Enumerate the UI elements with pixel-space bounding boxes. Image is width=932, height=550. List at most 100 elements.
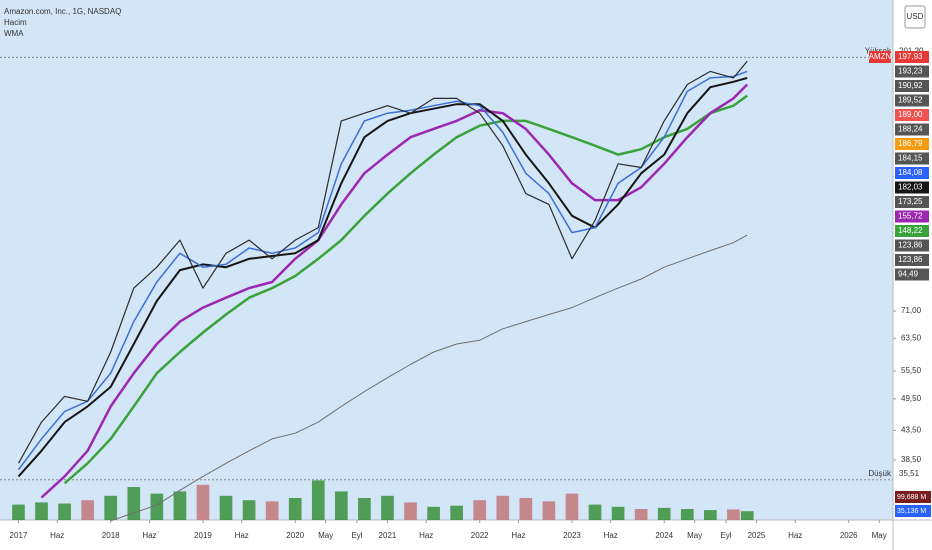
volume-bar	[519, 498, 533, 520]
volume-badge-label: 99,688 M	[897, 494, 926, 501]
volume-bar	[288, 498, 302, 520]
x-tick-label: May	[318, 531, 333, 540]
volume-bar	[12, 504, 25, 520]
x-tick-label: Haz	[511, 531, 525, 540]
volume-bar	[173, 491, 187, 520]
y-tick-label: 55,50	[901, 366, 922, 375]
price-badge	[895, 65, 929, 78]
x-tick-label: Haz	[142, 531, 156, 540]
volume-bar	[657, 507, 671, 520]
x-tick-label: 2026	[840, 531, 858, 540]
price-badge	[895, 196, 929, 208]
price-badge-label: 188,24	[898, 125, 923, 134]
x-tick-label: 2017	[10, 531, 28, 540]
price-badge-label: 189,52	[898, 96, 923, 105]
volume-bar	[334, 491, 348, 520]
volume-bar	[242, 500, 256, 520]
price-badge	[895, 268, 929, 281]
price-badge	[895, 138, 929, 150]
volume-bar	[311, 480, 325, 520]
currency-button[interactable]	[904, 5, 926, 29]
volume-bar	[496, 495, 510, 520]
y-tick-label: 49,50	[901, 394, 922, 403]
price-badge	[869, 51, 891, 63]
x-tick-label: Haz	[419, 531, 433, 540]
plot-bg	[0, 0, 893, 520]
indicator: WMA	[4, 29, 24, 38]
series-line	[17, 70, 748, 471]
volume-bar	[127, 487, 141, 520]
series-line	[40, 83, 749, 499]
currency[interactable]: USD	[907, 12, 924, 21]
x-tick-label: 2024	[655, 531, 673, 540]
x-tick-label: May	[687, 531, 702, 540]
series-line	[17, 76, 748, 478]
volume-bar	[35, 502, 48, 520]
price-badge-label: 123,86	[898, 255, 923, 264]
series-line	[110, 234, 748, 522]
series-line	[63, 94, 748, 485]
price-badge	[895, 225, 929, 237]
volume-bar	[634, 509, 648, 520]
x-tick-label: Haz	[235, 531, 249, 540]
volume-bar	[565, 493, 579, 520]
indicator: Hacim	[4, 18, 27, 27]
volume-bar	[542, 501, 556, 520]
price-badge-label: 190,92	[898, 81, 923, 90]
symbol: Amazon.com, Inc., 1G, NASDAQ	[4, 7, 121, 16]
x-tick-label: Eyl	[720, 531, 731, 540]
price-badge	[895, 80, 929, 92]
x-tick-label: 2021	[379, 531, 397, 540]
x-tick-label: 2018	[102, 531, 120, 540]
low-name: Düşük	[868, 469, 892, 478]
price-badge-label: 197,93	[898, 52, 923, 61]
x-tick-label: May	[872, 531, 887, 540]
price-badge	[895, 254, 929, 266]
y-tick-label: 63,50	[901, 333, 922, 342]
price-badge-label: 123,86	[898, 241, 923, 250]
volume-bar	[219, 495, 233, 520]
price-badge-label: 186,79	[898, 139, 923, 148]
volume-bar	[104, 495, 118, 520]
price-badge	[895, 94, 929, 107]
volume-bar	[450, 505, 463, 520]
price-badge-label: 173,25	[898, 197, 923, 206]
x-tick-label: Eyl	[351, 531, 362, 540]
volume-bar	[680, 509, 694, 520]
price-badge	[895, 210, 929, 223]
volume-bar	[727, 509, 740, 520]
volume-bar	[703, 510, 717, 520]
time-axis-bg	[0, 520, 893, 550]
y-tick-label: 38,50	[901, 455, 922, 464]
volume-bar	[611, 506, 625, 520]
price-badge	[895, 167, 929, 179]
x-tick-label: 2019	[194, 531, 212, 540]
volume-bar	[150, 493, 164, 520]
price-badge-label: 189,00	[898, 110, 923, 119]
volume-bar	[740, 511, 754, 520]
price-badge	[895, 152, 929, 165]
volume-bar	[473, 500, 487, 520]
price-badge	[895, 109, 929, 121]
volume-bar	[81, 500, 94, 520]
price-badge-label: 184,15	[898, 154, 923, 163]
x-tick-label: 2025	[748, 531, 766, 540]
price-badge	[895, 239, 929, 252]
y-tick-label: 71,00	[901, 306, 922, 315]
price-badge	[895, 181, 929, 194]
volume-badge-label: 35,136 M	[897, 508, 926, 515]
volume-bar	[588, 504, 602, 520]
y-tick-label: 43,50	[901, 425, 922, 434]
price-badge-label: 148,22	[898, 226, 923, 235]
x-tick-label: 2022	[471, 531, 489, 540]
series-line	[17, 60, 748, 464]
volume-bar	[265, 501, 279, 520]
volume-bar	[58, 503, 71, 520]
volume-bar	[196, 484, 210, 520]
x-tick-label: Haz	[50, 531, 64, 540]
x-tick-label: 2023	[563, 531, 581, 540]
price-badge-label: 94,49	[898, 270, 919, 279]
price-badge	[895, 123, 929, 136]
